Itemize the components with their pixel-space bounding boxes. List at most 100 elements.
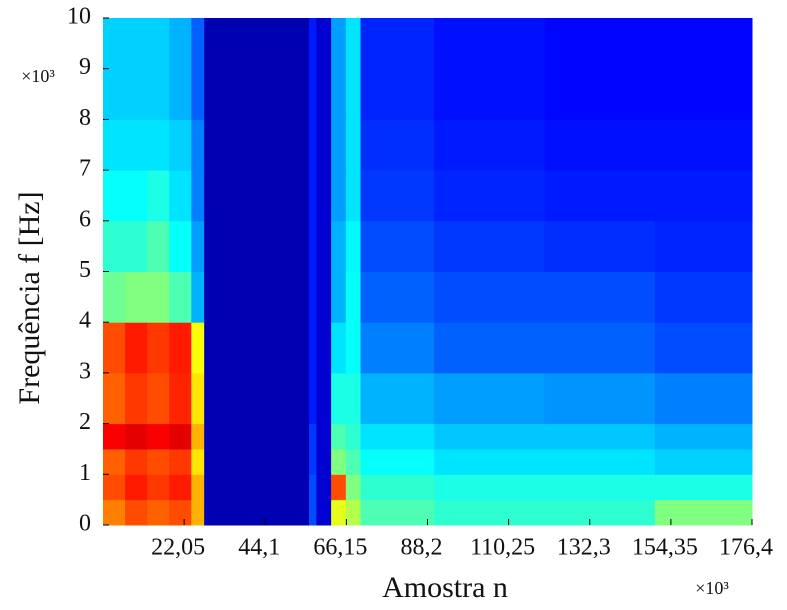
heatmap-cell xyxy=(169,448,192,475)
y-tick-label: 10 xyxy=(67,4,91,30)
heatmap-cell xyxy=(103,18,126,120)
heatmap-cell xyxy=(204,448,310,475)
y-tick-label: 3 xyxy=(79,358,91,384)
heatmap-cell xyxy=(309,448,317,475)
y-multiplier: ×10³ xyxy=(21,66,55,86)
heatmap-cell xyxy=(309,372,317,425)
x-tick-label: 132,3 xyxy=(557,535,611,561)
heatmap-cell xyxy=(434,474,545,501)
heatmap-cell xyxy=(360,423,435,450)
heatmap-cell xyxy=(125,220,148,272)
heatmap-cell xyxy=(169,474,192,501)
heatmap-cell xyxy=(434,220,545,272)
heatmap-cell xyxy=(169,119,192,171)
heatmap-cell xyxy=(103,499,126,526)
heatmap-cell xyxy=(434,448,545,475)
y-tick-label: 0 xyxy=(79,511,91,537)
heatmap-cell xyxy=(103,448,126,475)
heatmap-cell xyxy=(147,18,170,120)
heatmap-cell xyxy=(103,271,126,323)
heatmap-cell xyxy=(125,119,148,171)
heatmap-cell xyxy=(147,448,170,475)
x-tick-label: 88,2 xyxy=(401,535,443,561)
heatmap-cell xyxy=(147,322,170,374)
heatmap-cell xyxy=(331,119,347,171)
x-axis-label: Amostra n xyxy=(382,571,508,604)
heatmap-cell xyxy=(345,448,362,475)
y-tick-label: 4 xyxy=(79,308,91,334)
heatmap-cell xyxy=(316,220,332,272)
heatmap-cell xyxy=(103,474,126,501)
heatmap-cell xyxy=(125,448,148,475)
heatmap-cell xyxy=(331,372,347,425)
heatmap-cell xyxy=(331,170,347,222)
heatmap-cell xyxy=(204,322,310,374)
heatmap-cell xyxy=(103,119,126,171)
heatmap-cell xyxy=(309,322,317,374)
heatmap-cell xyxy=(316,423,332,450)
heatmap-cell xyxy=(654,119,753,171)
heatmap-cell xyxy=(654,170,753,222)
heatmap-cell xyxy=(434,322,545,374)
heatmap-cell xyxy=(544,271,656,323)
heatmap-cell xyxy=(434,18,545,120)
heatmap-cell xyxy=(360,220,435,272)
heatmap-cell xyxy=(169,170,192,222)
heatmap-cell xyxy=(331,322,347,374)
heatmap-cell xyxy=(544,423,656,450)
heatmap-cell xyxy=(191,499,205,526)
heatmap-cell xyxy=(544,499,656,526)
y-tick-label: 2 xyxy=(79,409,91,435)
heatmap-cell xyxy=(434,119,545,171)
heatmap-cell xyxy=(360,372,435,425)
heatmap-cell xyxy=(169,18,192,120)
heatmap-cell xyxy=(360,448,435,475)
heatmap-cell xyxy=(191,448,205,475)
heatmap-cell xyxy=(309,170,317,222)
heatmap-cell xyxy=(309,499,317,526)
heatmap-cell xyxy=(125,271,148,323)
heatmap-cell xyxy=(360,322,435,374)
heatmap-cell xyxy=(331,220,347,272)
heatmap-cell xyxy=(544,170,656,222)
heatmap-cell xyxy=(654,448,753,475)
heatmap-cell xyxy=(316,322,332,374)
heatmap-cell xyxy=(316,448,332,475)
heatmap-cell xyxy=(654,423,753,450)
x-multiplier: ×10³ xyxy=(695,578,729,598)
heatmap-cell xyxy=(191,170,205,222)
heatmap-cell xyxy=(654,271,753,323)
heatmap-cell xyxy=(654,372,753,425)
heatmap-cell xyxy=(147,170,170,222)
heatmap-cell xyxy=(204,423,310,450)
heatmap-cell xyxy=(309,423,317,450)
heatmap-cell xyxy=(169,372,192,425)
heatmap-cell xyxy=(654,322,753,374)
heatmap-cell xyxy=(360,271,435,323)
heatmap-cell xyxy=(654,474,753,501)
heatmap-cell xyxy=(125,423,148,450)
x-tick-label: 44,1 xyxy=(238,535,280,561)
heatmap-cell xyxy=(103,170,126,222)
heatmap-cell xyxy=(331,499,347,526)
heatmap-cell xyxy=(434,271,545,323)
heatmap-cell xyxy=(147,474,170,501)
heatmap-cell xyxy=(309,220,317,272)
heatmap-cell xyxy=(360,18,435,120)
heatmap-cell xyxy=(191,322,205,374)
y-tick-label: 7 xyxy=(79,156,91,182)
heatmap-cell xyxy=(169,423,192,450)
y-tick-label: 9 xyxy=(79,54,91,80)
heatmap-cell xyxy=(316,372,332,425)
heatmap-cell xyxy=(316,18,332,120)
heatmap-cell xyxy=(103,322,126,374)
heatmap-cell xyxy=(191,372,205,425)
heatmap-cell xyxy=(331,423,347,450)
y-axis-label: Frequência f [Hz] xyxy=(13,191,46,404)
heatmap-cell xyxy=(345,372,362,425)
heatmap-cell xyxy=(309,474,317,501)
heatmap-cell xyxy=(309,119,317,171)
heatmap-cell xyxy=(147,271,170,323)
heatmap-cell xyxy=(345,220,362,272)
